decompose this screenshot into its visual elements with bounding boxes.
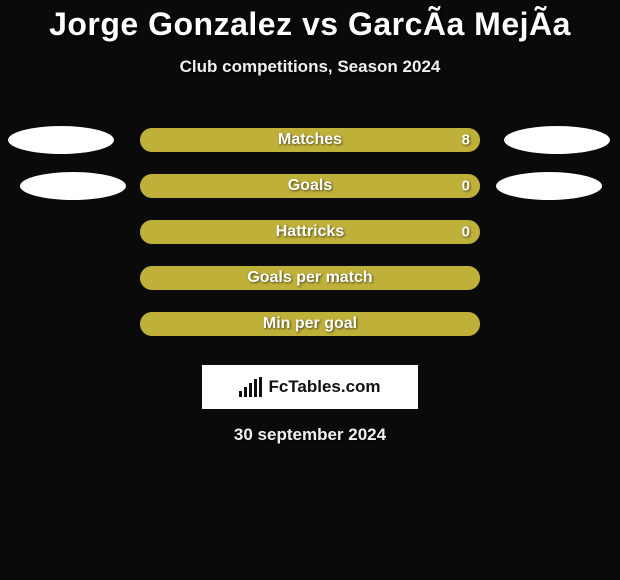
stat-label: Goals per match bbox=[247, 269, 372, 287]
stat-bar: Goals 0 bbox=[140, 174, 480, 198]
logo-box[interactable]: FcTables.com bbox=[202, 365, 418, 409]
stat-bar: Goals per match bbox=[140, 266, 480, 290]
stat-row: Goals per match bbox=[0, 255, 620, 301]
stat-label: Hattricks bbox=[276, 223, 344, 241]
stat-label: Min per goal bbox=[263, 315, 357, 333]
logo-text: FcTables.com bbox=[268, 377, 380, 397]
stat-value: 0 bbox=[462, 224, 470, 241]
right-ellipse bbox=[496, 172, 602, 200]
stat-label: Goals bbox=[288, 177, 332, 195]
stat-row: Goals 0 bbox=[0, 163, 620, 209]
stat-bar: Matches 8 bbox=[140, 128, 480, 152]
right-ellipse bbox=[504, 126, 610, 154]
stat-value: 8 bbox=[462, 132, 470, 149]
stat-row: Matches 8 bbox=[0, 117, 620, 163]
stat-label: Matches bbox=[278, 131, 342, 149]
stat-rows: Matches 8 Goals 0 Hattricks 0 Goals per match M… bbox=[0, 117, 620, 347]
stat-value: 0 bbox=[462, 178, 470, 195]
subtitle: Club competitions, Season 2024 bbox=[0, 57, 620, 77]
stat-row: Min per goal bbox=[0, 301, 620, 347]
page-title: Jorge Gonzalez vs GarcÃ­a MejÃ­a bbox=[0, 6, 620, 43]
chart-icon bbox=[239, 377, 262, 397]
logo-inner: FcTables.com bbox=[239, 377, 380, 397]
left-ellipse bbox=[20, 172, 126, 200]
stat-bar: Min per goal bbox=[140, 312, 480, 336]
stat-row: Hattricks 0 bbox=[0, 209, 620, 255]
stat-bar: Hattricks 0 bbox=[140, 220, 480, 244]
comparison-card: Jorge Gonzalez vs GarcÃ­a MejÃ­a Club co… bbox=[0, 0, 620, 445]
date-label: 30 september 2024 bbox=[0, 425, 620, 445]
left-ellipse bbox=[8, 126, 114, 154]
